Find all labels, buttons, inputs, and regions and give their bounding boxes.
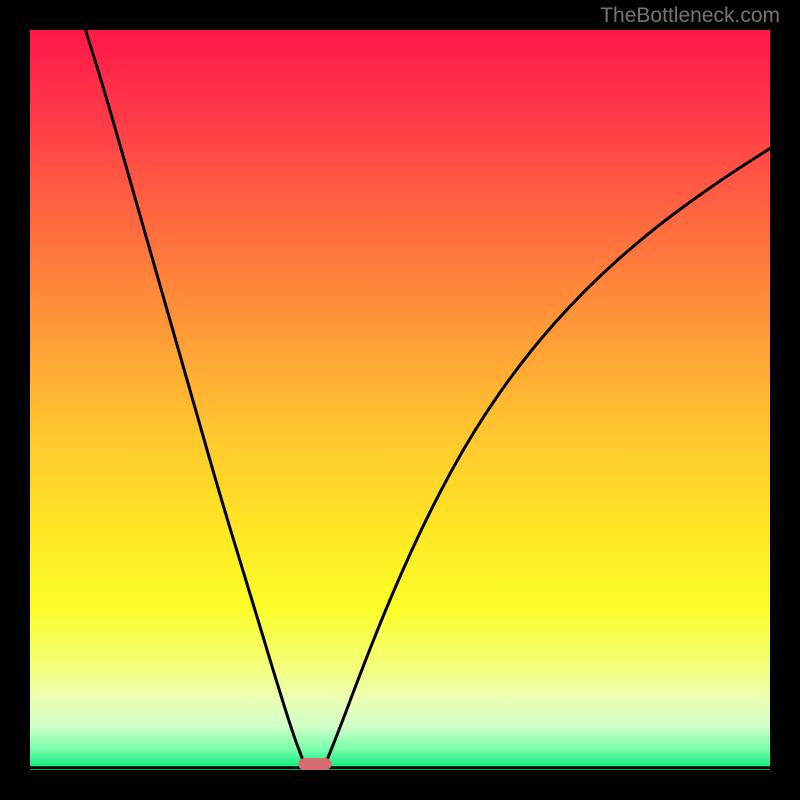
chart-svg [30, 30, 770, 770]
chart-background [30, 30, 770, 770]
bottleneck-chart [30, 30, 770, 770]
optimal-marker [298, 758, 331, 770]
watermark-text: TheBottleneck.com [600, 4, 780, 28]
